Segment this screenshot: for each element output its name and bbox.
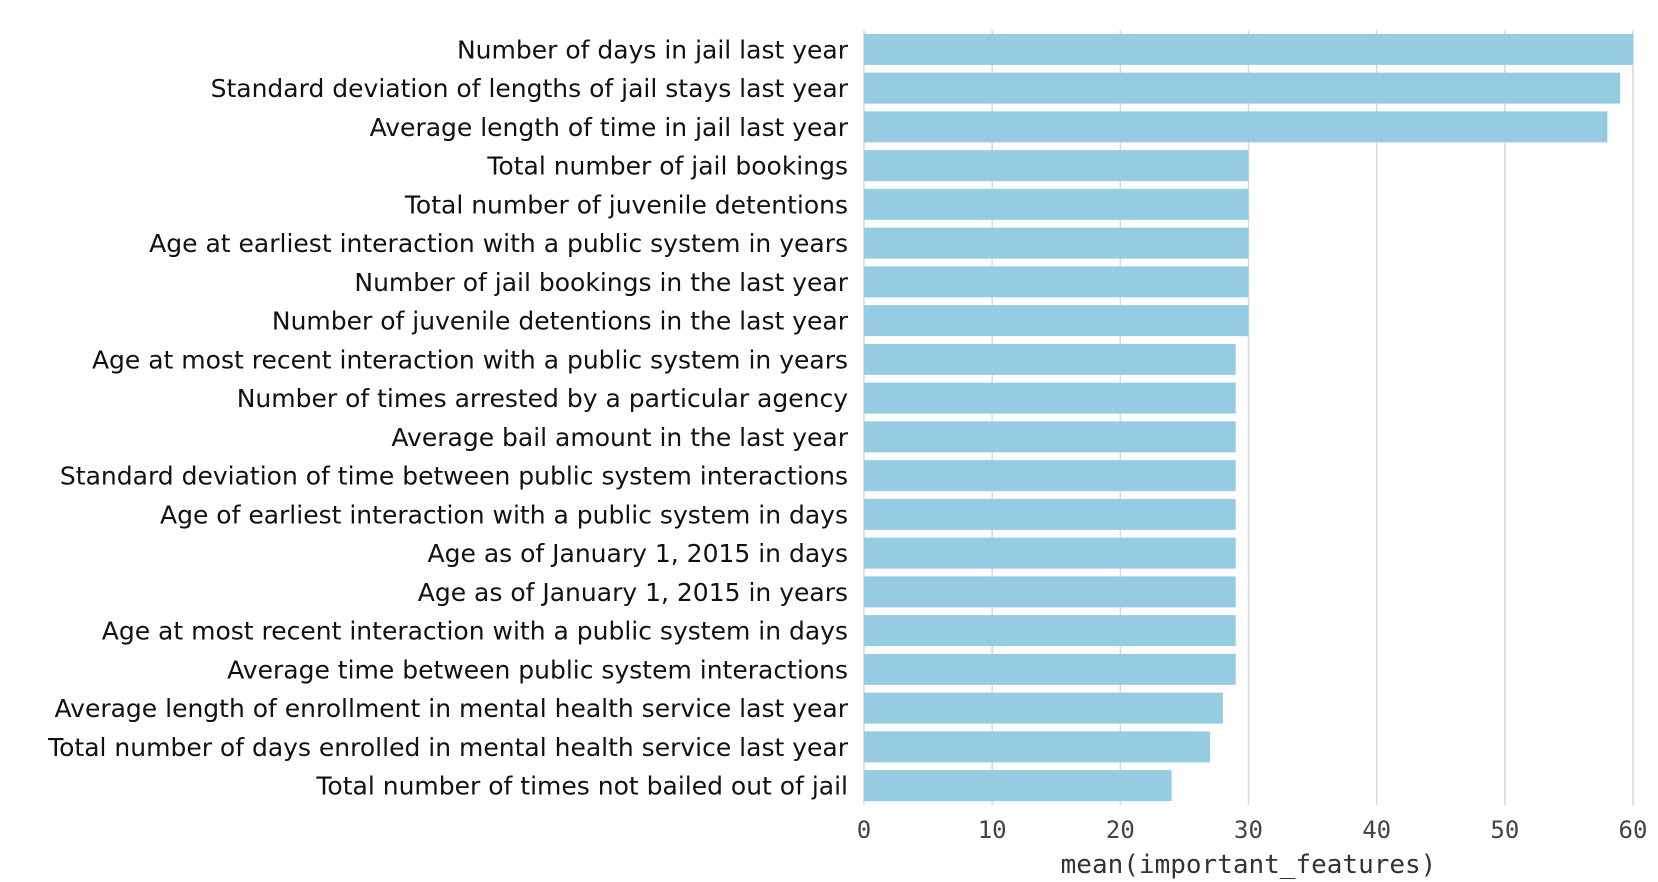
x-tick-label: 60 [1619,816,1648,844]
category-label: Average length of time in jail last year [370,113,849,142]
category-label: Number of jail bookings in the last year [354,268,848,297]
category-label: Age of earliest interaction with a publi… [160,500,848,529]
bar-6 [864,266,1249,298]
x-tick-labels: 0 10 20 30 40 50 60 [857,816,1648,844]
x-tick-label: 30 [1234,816,1263,844]
bar-8 [864,343,1236,375]
category-label: Total number of jail bookings [486,152,848,181]
category-label: Age as of January 1, 2015 in days [428,539,848,568]
category-label: Age at earliest interaction with a publi… [149,229,848,258]
bar-11 [864,460,1236,492]
bar-1 [864,72,1621,104]
bar-16 [864,653,1236,685]
bar-15 [864,615,1236,647]
category-label: Number of days in jail last year [457,35,849,64]
x-tick-label: 40 [1362,816,1391,844]
bar-4 [864,188,1249,220]
x-axis-title: mean(important_features) [1061,850,1437,880]
category-label: Total number of juvenile detentions [404,190,848,219]
category-label: Age at most recent interaction with a pu… [102,617,848,646]
bar-2 [864,111,1608,143]
category-label: Average length of enrollment in mental h… [55,694,849,723]
category-label: Age as of January 1, 2015 in years [418,578,848,607]
category-labels: Number of days in jail last year Standard… [47,35,849,800]
bar-10 [864,421,1236,453]
grid-lines [863,30,1634,805]
bar-5 [864,227,1249,259]
category-label: Number of times arrested by a particular… [237,384,848,413]
category-label: Average time between public system inter… [227,655,848,684]
bar-14 [864,576,1236,608]
x-tick-label: 20 [1106,816,1135,844]
bar-19 [864,770,1172,802]
category-label: Standard deviation of lengths of jail st… [211,74,849,103]
bar-13 [864,537,1236,569]
bar-18 [864,731,1211,763]
category-label: Total number of times not bailed out of … [315,772,848,801]
bar-12 [864,498,1236,530]
bar-3 [864,150,1249,182]
bar-17 [864,692,1223,724]
x-tick-label: 10 [978,816,1007,844]
category-label: Age at most recent interaction with a pu… [92,345,848,374]
bar-9 [864,382,1236,414]
bar-7 [864,305,1249,337]
category-label: Average bail amount in the last year [391,423,848,452]
category-label: Total number of days enrolled in mental … [47,733,849,762]
x-tick-label: 50 [1490,816,1519,844]
bars [864,33,1633,802]
category-label: Standard deviation of time between publi… [60,462,848,491]
x-tick-label: 0 [857,816,871,844]
category-label: Number of juvenile detentions in the las… [272,307,849,336]
bar-0 [864,33,1633,65]
